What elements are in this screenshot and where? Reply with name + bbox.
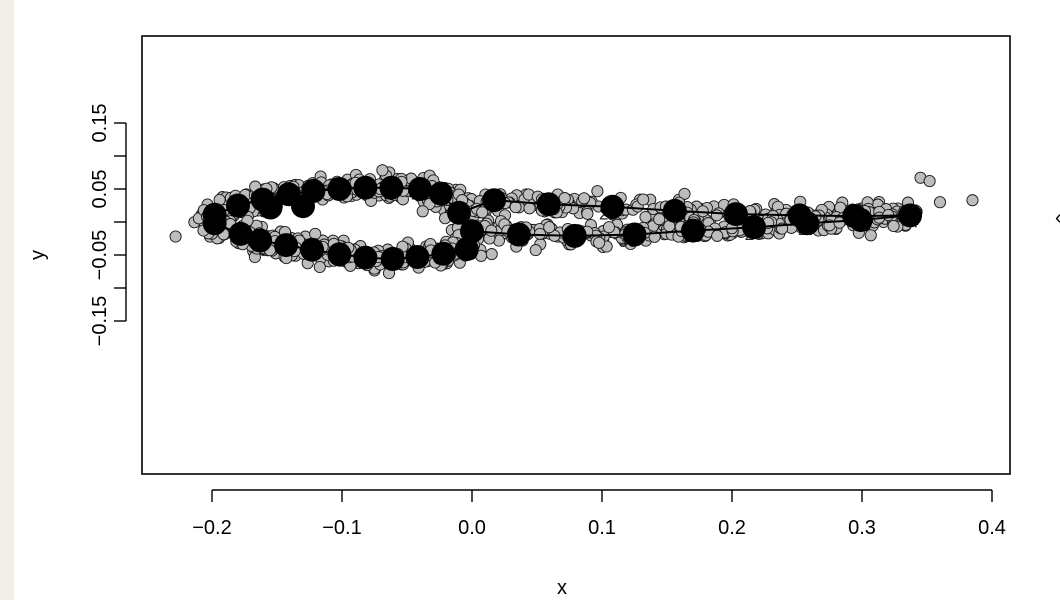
curve-node (380, 247, 405, 271)
cloud-point (933, 196, 947, 209)
cloud-point (485, 248, 498, 261)
x-tick-label: 0.3 (848, 517, 876, 539)
curve-node (562, 223, 587, 248)
y-tick-label: −0.05 (89, 230, 111, 281)
scatter-chart: 192125272830264 −0.2−0.10.00.10.20.30.4 … (27, 35, 1060, 599)
curve-node (506, 222, 531, 247)
cloud-point (887, 219, 900, 233)
cloud-point (711, 229, 724, 242)
cloud-point (543, 221, 556, 234)
cloud-point (653, 213, 666, 226)
curve-nodes (202, 175, 923, 271)
x-tick-label: 0.4 (978, 517, 1006, 539)
curve-node (482, 188, 507, 213)
curve-node (600, 194, 625, 219)
cloud-point (637, 193, 650, 206)
curve-node (795, 211, 820, 236)
cloud-point (593, 236, 606, 249)
curve-node (536, 192, 561, 217)
cloud-point (923, 175, 936, 188)
x-tick-label: 0.2 (718, 517, 746, 539)
curve-node (228, 221, 253, 246)
cloud-point (523, 202, 536, 215)
curve-node (405, 245, 430, 269)
curve-node (202, 211, 227, 236)
cloud-point (678, 187, 691, 200)
x-tick-label: 0.1 (588, 517, 616, 539)
curve-node (681, 218, 705, 243)
curve-node (353, 245, 378, 270)
cloud-point (169, 230, 182, 243)
cloud-point (578, 192, 591, 205)
curve-node (327, 177, 352, 201)
cloud-point (602, 221, 616, 234)
curve-node (662, 198, 687, 223)
cloud-point (591, 185, 604, 198)
curve-node (327, 242, 352, 267)
cloud-point (313, 260, 326, 274)
cloud-point (558, 192, 571, 205)
y-axis-title: y (27, 250, 49, 260)
curve-node (454, 237, 479, 262)
curve-node (848, 208, 873, 232)
x-axis-title: x (557, 577, 567, 599)
curve-node (248, 228, 273, 253)
curve-node (723, 202, 748, 227)
curve-node (898, 203, 923, 228)
cloud-point (966, 194, 979, 207)
edge-arrow-glyph: ‹ (1055, 207, 1060, 229)
curve-node (379, 175, 404, 200)
cloud-point (376, 164, 389, 177)
curve-node (300, 237, 325, 262)
cloud-point (485, 224, 498, 237)
x-tick-label: −0.2 (192, 517, 231, 539)
curve-node (742, 215, 767, 240)
cloud-point (476, 206, 489, 219)
cloud-point (581, 207, 594, 220)
curve-node (447, 200, 471, 225)
curve-node (428, 181, 453, 206)
y-axis: −0.15 −0.05 0.05 0.15 (89, 104, 127, 347)
plot-box (141, 35, 1011, 475)
curve-node (353, 175, 378, 200)
y-tick-label: −0.15 (89, 296, 111, 347)
y-tick-label: 0.05 (89, 170, 111, 209)
plot-panel: 192125272830264 −0.2−0.10.00.10.20.30.4 … (14, 0, 1060, 600)
curve-node (291, 194, 315, 219)
curve-node (226, 193, 250, 218)
curve-node (408, 177, 432, 201)
curve-node (622, 222, 647, 247)
x-axis: −0.2 −0.1 0.0 0.1 0.2 0.3 0.4 (192, 489, 1006, 539)
cloud-point (529, 244, 542, 257)
x-tick-label: 0.0 (458, 517, 486, 539)
cloud-point (864, 229, 877, 242)
x-tick-label: −0.1 (322, 517, 361, 539)
curve-node (431, 241, 456, 266)
curve-node (258, 195, 283, 220)
curve-node (274, 233, 299, 258)
cloud-point (509, 201, 522, 214)
cloud-point (416, 205, 429, 218)
y-tick-label: 0.15 (89, 104, 111, 143)
